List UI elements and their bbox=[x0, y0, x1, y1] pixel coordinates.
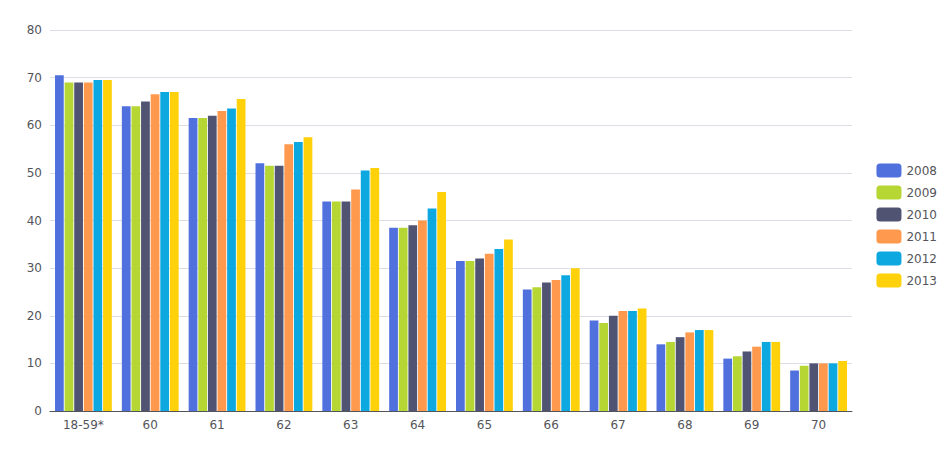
svg-text:68: 68 bbox=[677, 418, 692, 432]
svg-text:2012: 2012 bbox=[906, 252, 937, 266]
svg-text:70: 70 bbox=[27, 71, 42, 85]
svg-text:2010: 2010 bbox=[906, 208, 937, 222]
svg-text:62: 62 bbox=[276, 418, 291, 432]
svg-text:10: 10 bbox=[27, 356, 42, 370]
svg-text:30: 30 bbox=[27, 261, 42, 275]
svg-text:60: 60 bbox=[27, 118, 42, 132]
svg-text:0: 0 bbox=[34, 404, 42, 418]
svg-text:66: 66 bbox=[544, 418, 559, 432]
svg-text:20: 20 bbox=[27, 309, 42, 323]
svg-text:2013: 2013 bbox=[906, 274, 937, 288]
svg-text:2008: 2008 bbox=[906, 164, 937, 178]
svg-text:65: 65 bbox=[477, 418, 492, 432]
svg-text:50: 50 bbox=[27, 166, 42, 180]
svg-text:2009: 2009 bbox=[906, 186, 937, 200]
svg-text:2011: 2011 bbox=[906, 230, 937, 244]
svg-text:69: 69 bbox=[744, 418, 759, 432]
svg-text:18-59*: 18-59* bbox=[63, 418, 104, 432]
svg-text:80: 80 bbox=[27, 23, 42, 37]
svg-text:60: 60 bbox=[143, 418, 158, 432]
svg-text:61: 61 bbox=[209, 418, 224, 432]
svg-text:70: 70 bbox=[811, 418, 826, 432]
svg-text:64: 64 bbox=[410, 418, 425, 432]
svg-text:40: 40 bbox=[27, 214, 42, 228]
svg-text:67: 67 bbox=[610, 418, 625, 432]
svg-text:63: 63 bbox=[343, 418, 358, 432]
